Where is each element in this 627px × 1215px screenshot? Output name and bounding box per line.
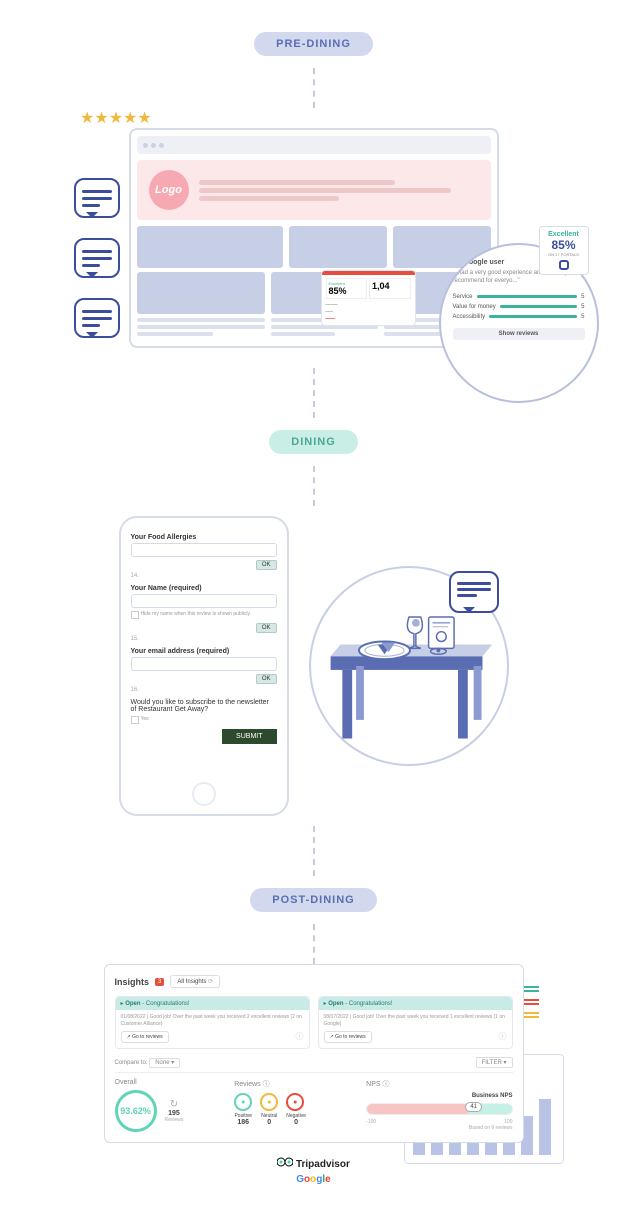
- logo-placeholder: Logo: [149, 170, 189, 210]
- filter-button[interactable]: FILTER ▾: [476, 1057, 513, 1068]
- submit-button[interactable]: SUBMIT: [222, 729, 276, 744]
- google-logo: Google: [34, 1174, 594, 1185]
- go-to-reviews-button[interactable]: ↗ Go to reviews: [324, 1031, 372, 1043]
- rating-badge: Excellent 85% ON 17 PORTALS: [539, 226, 589, 275]
- hide-name-checkbox[interactable]: Hide my name when this review is shown p…: [141, 611, 277, 617]
- all-insights-tab[interactable]: All Insights ⟳: [170, 975, 220, 988]
- show-reviews-button[interactable]: Show reviews: [453, 328, 585, 340]
- yes-checkbox[interactable]: Yes: [141, 716, 277, 722]
- allergies-input[interactable]: [131, 543, 277, 557]
- go-to-reviews-button[interactable]: ↗ Go to reviews: [121, 1031, 169, 1043]
- star-rating: ★★★★★: [80, 108, 627, 128]
- compare-select[interactable]: None ▾: [149, 1058, 180, 1068]
- insight-card: ▸ Open - Congratulations! 01/08/2022 | G…: [115, 996, 310, 1049]
- stage-post-dining: POST-DINING: [250, 888, 377, 912]
- speech-bubble-icon: [74, 178, 120, 218]
- stage-dining: DINING: [269, 430, 358, 454]
- ok-button[interactable]: OK: [256, 623, 277, 633]
- email-input[interactable]: [131, 657, 277, 671]
- notification-badge: 3: [155, 978, 164, 986]
- speech-bubble-icon: [74, 298, 120, 338]
- nps-bar: 41: [366, 1103, 512, 1115]
- name-input[interactable]: [131, 594, 277, 608]
- overall-score: 93.62%: [115, 1090, 157, 1132]
- score-widget: Excellent85% 1,04 ━━━━━ ━━━ ━━━━: [321, 270, 416, 326]
- insight-card: ▸ Open - Congratulations! 08/07/2022 | G…: [318, 996, 513, 1049]
- phone-form-mockup: Your Food Allergies OK 14. Your Name (re…: [119, 516, 289, 816]
- speech-bubble-icon: [74, 238, 120, 278]
- dashboard-title: Insights: [115, 977, 150, 987]
- ok-button[interactable]: OK: [256, 674, 277, 684]
- ok-button[interactable]: OK: [256, 560, 277, 570]
- speech-bubble-icon: [449, 571, 499, 613]
- stage-pre-dining: PRE-DINING: [254, 32, 373, 56]
- connector-line: [313, 68, 315, 108]
- insights-dashboard: Insights 3 All Insights ⟳ ▸ Open - Congr…: [104, 964, 524, 1143]
